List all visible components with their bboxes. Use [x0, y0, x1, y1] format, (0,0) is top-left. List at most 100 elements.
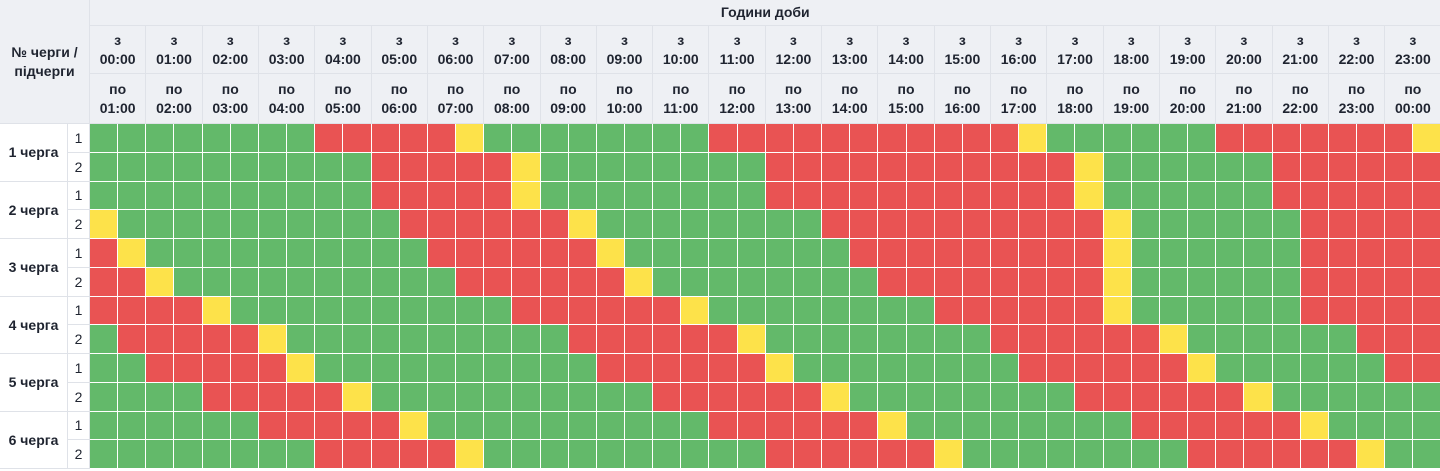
schedule-slot-on	[146, 152, 175, 182]
subqueue-label: 1	[68, 296, 90, 326]
schedule-slot-on	[1159, 181, 1189, 211]
hour-from-time: 11:00	[719, 50, 755, 67]
schedule-slot-on	[1413, 382, 1440, 412]
schedule-slot-on	[793, 267, 823, 297]
schedule-slot-on	[512, 382, 541, 412]
schedule-slot-off	[1357, 210, 1386, 239]
schedule-slot-off	[484, 181, 513, 211]
hour-to-time: 01:00	[99, 99, 136, 116]
schedule-slot-on	[343, 239, 372, 268]
schedule-slot-on	[343, 181, 372, 211]
hour-to-time: 16:00	[944, 99, 981, 116]
schedule-slot-on	[822, 325, 851, 354]
schedule-slot-off	[793, 382, 823, 412]
schedule-slot-off	[1385, 296, 1414, 326]
schedule-slot-on	[709, 440, 738, 469]
hour-from-time: 15:00	[944, 50, 981, 67]
schedule-slot-on	[343, 296, 372, 326]
schedule-slot-on	[1357, 411, 1386, 441]
schedule-slot-on	[399, 354, 428, 383]
schedule-slot-off	[456, 267, 485, 297]
schedule-slot-on	[878, 296, 907, 326]
schedule-slot-off	[427, 440, 457, 469]
hour-to-time: 02:00	[156, 99, 192, 116]
schedule-slot-off	[1272, 411, 1301, 441]
schedule-slot-off	[624, 325, 654, 354]
schedule-slot-off	[1385, 210, 1414, 239]
hour-from-time: 05:00	[381, 50, 418, 67]
schedule-slot-on	[456, 411, 485, 441]
schedule-slot-on	[230, 181, 259, 211]
schedule-slot-on	[1131, 181, 1160, 211]
hour-from-header: з 13:00	[822, 26, 879, 74]
schedule-slot-on	[118, 440, 147, 469]
schedule-slot-on	[568, 382, 597, 412]
schedule-slot-off	[315, 440, 344, 469]
hour-from-prefix: з	[1240, 31, 1248, 48]
schedule-slot-on	[1357, 382, 1386, 412]
hour-to-time: 04:00	[268, 99, 305, 116]
schedule-slot-off	[512, 239, 541, 268]
schedule-slot-on	[653, 239, 682, 268]
hour-to-prefix: по	[1179, 80, 1197, 97]
schedule-slot-maybe	[681, 296, 710, 326]
hour-to-header: по 21:00	[1216, 74, 1273, 124]
schedule-slot-off	[878, 239, 907, 268]
subqueue-label: 1	[68, 411, 90, 441]
schedule-slot-on	[624, 210, 654, 239]
schedule-slot-off	[934, 267, 963, 297]
schedule-slot-off	[230, 354, 259, 383]
schedule-slot-maybe	[822, 382, 851, 412]
schedule-slot-off	[118, 325, 147, 354]
schedule-slot-maybe	[624, 267, 654, 297]
hour-to-header: по 19:00	[1103, 74, 1160, 124]
schedule-slot-on	[540, 181, 569, 211]
hour-to-prefix: по	[1010, 80, 1028, 97]
schedule-slot-on	[315, 325, 344, 354]
schedule-slot-off	[991, 325, 1020, 354]
schedule-slot-on	[1188, 152, 1217, 182]
schedule-slot-on	[484, 354, 513, 383]
schedule-slot-on	[118, 411, 147, 441]
hour-to-header: по 20:00	[1159, 74, 1217, 124]
queue-header-line1: № черги /	[11, 43, 78, 60]
schedule-slot-on	[1188, 325, 1217, 354]
subqueue-label: 2	[68, 267, 90, 297]
schedule-slot-on	[568, 181, 597, 211]
schedule-slot-on	[1103, 181, 1132, 211]
schedule-slot-on	[1019, 382, 1048, 412]
schedule-slot-off	[1216, 440, 1245, 469]
subqueue-label: 2	[68, 382, 90, 412]
schedule-slot-maybe	[456, 440, 485, 469]
schedule-slot-off	[1131, 354, 1160, 383]
hour-to-time: 19:00	[1113, 99, 1150, 116]
schedule-slot-off	[1047, 267, 1076, 297]
schedule-slot-on	[1159, 267, 1189, 297]
schedule-slot-off	[793, 152, 823, 182]
schedule-slot-off	[934, 210, 963, 239]
subqueue-label: 1	[68, 354, 90, 383]
hour-to-prefix: по	[1291, 80, 1309, 97]
schedule-slot-on	[258, 440, 288, 469]
schedule-slot-off	[653, 382, 682, 412]
schedule-slot-maybe	[737, 325, 766, 354]
schedule-slot-on	[90, 440, 119, 469]
schedule-slot-on	[596, 411, 625, 441]
schedule-slot-off	[1047, 354, 1076, 383]
hour-from-header: з 18:00	[1103, 26, 1160, 74]
schedule-slot-on	[174, 181, 203, 211]
schedule-slot-on	[512, 411, 541, 441]
hour-to-prefix: по	[615, 80, 633, 97]
schedule-slot-off	[1385, 325, 1414, 354]
schedule-slot-off	[1300, 239, 1329, 268]
schedule-slot-on	[1131, 124, 1160, 153]
schedule-slot-on	[934, 411, 963, 441]
schedule-slot-on	[1103, 124, 1132, 153]
schedule-slot-on	[427, 354, 457, 383]
hour-from-prefix: з	[339, 31, 347, 48]
schedule-slot-off	[427, 124, 457, 153]
schedule-slot-off	[1131, 325, 1160, 354]
schedule-slot-off	[934, 124, 963, 153]
schedule-slot-off	[1047, 239, 1076, 268]
schedule-slot-off	[484, 239, 513, 268]
